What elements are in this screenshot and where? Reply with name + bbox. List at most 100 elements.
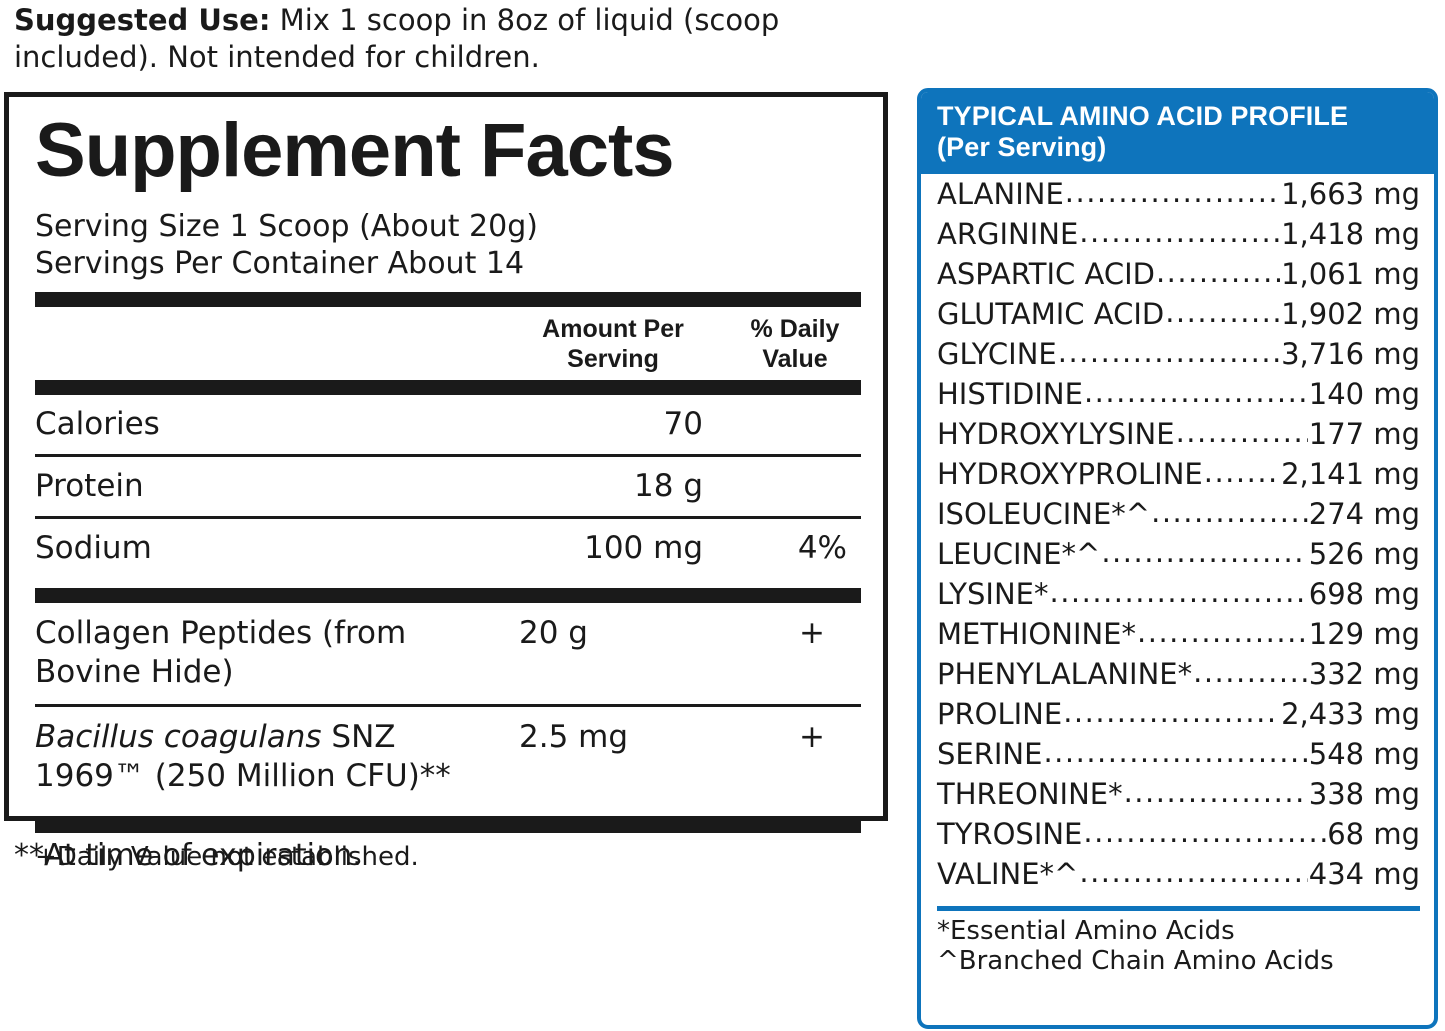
footnote-bcaa: ^Branched Chain Amino Acids xyxy=(937,945,1334,976)
suggested-use-body: Mix 1 scoop in 8oz of liquid (scoop incl… xyxy=(14,3,780,75)
list-item: LEUCINE*^...............................… xyxy=(937,536,1420,580)
leader-dots: ........................................… xyxy=(1175,417,1308,447)
amino-acid-value: 129 mg xyxy=(1308,616,1420,651)
amino-acid-name: HYDROXYLYSINE xyxy=(937,416,1175,451)
amino-acid-name: THREONINE* xyxy=(937,776,1123,811)
leader-dots: ........................................… xyxy=(1064,177,1280,207)
supplement-facts-panel: Supplement Facts Serving Size 1 Scoop (A… xyxy=(4,92,888,872)
divider-thick-header xyxy=(35,380,861,396)
column-header-daily-value: % Daily Value xyxy=(750,315,840,373)
amino-acid-name: METHIONINE* xyxy=(937,616,1137,651)
amino-acid-name: HISTIDINE xyxy=(937,376,1083,411)
leader-dots: ........................................… xyxy=(1155,257,1280,287)
amino-acid-name: ASPARTIC ACID xyxy=(937,256,1155,291)
ingredient-name: Bacillus coagulans SNZ 1969™ (250 Millio… xyxy=(35,718,519,796)
leader-dots: ........................................… xyxy=(1137,617,1308,647)
amino-acid-profile-panel: TYPICAL AMINO ACID PROFILE (Per Serving)… xyxy=(917,88,1438,1029)
table-header-row: Amount Per Serving % Daily Value xyxy=(35,307,861,380)
leader-dots: ........................................… xyxy=(1151,497,1308,527)
list-item: HYDROXYPROLINE..........................… xyxy=(937,456,1420,500)
amino-acid-name: GLYCINE xyxy=(937,336,1057,371)
amino-acid-value: 2,141 mg xyxy=(1281,456,1420,491)
divider-thin xyxy=(35,704,861,708)
leader-dots: ........................................… xyxy=(1079,857,1307,887)
list-item: TYROSINE................................… xyxy=(937,816,1420,860)
list-item: VALINE*^................................… xyxy=(937,856,1420,900)
amino-acid-header-line1: TYPICAL AMINO ACID PROFILE xyxy=(937,101,1349,131)
list-item: HYDROXYLYSINE...........................… xyxy=(937,416,1420,460)
ingredient-name-rest: SNZ 1969™ (250 Million CFU)** xyxy=(35,719,451,795)
amino-acid-name: PROLINE xyxy=(937,696,1063,731)
amino-acid-value: 3,716 mg xyxy=(1281,336,1420,371)
list-item: THREONINE*..............................… xyxy=(937,776,1420,820)
amino-acid-value: 1,061 mg xyxy=(1281,256,1420,291)
amino-acid-value: 1,902 mg xyxy=(1281,296,1420,331)
amino-acid-name: ARGININE xyxy=(937,216,1079,251)
leader-dots: ........................................… xyxy=(1165,297,1280,327)
amino-acid-value: 177 mg xyxy=(1308,416,1420,451)
leader-dots: ........................................… xyxy=(1079,217,1280,247)
amino-acid-value: 526 mg xyxy=(1308,536,1420,571)
divider-thick-bottom xyxy=(35,818,861,834)
ingredient-name-italic: Bacillus coagulans xyxy=(35,719,322,756)
amino-acid-value: 338 mg xyxy=(1308,776,1420,811)
daily-value-note: +Daily Value not established. xyxy=(35,842,419,873)
table-row: Bacillus coagulans SNZ 1969™ (250 Millio… xyxy=(35,707,861,808)
amino-acid-footnote-divider xyxy=(937,905,1420,911)
leader-dots: ........................................… xyxy=(1101,537,1307,567)
leader-dots: ........................................… xyxy=(1123,777,1308,807)
amino-acid-panel-header: TYPICAL AMINO ACID PROFILE (Per Serving) xyxy=(921,92,1434,174)
amino-acid-name: LYSINE* xyxy=(937,576,1049,611)
list-item: ISOLEUCINE*^............................… xyxy=(937,496,1420,540)
amino-acid-name: LEUCINE*^ xyxy=(937,536,1101,571)
amino-acid-name: ALANINE xyxy=(937,176,1064,211)
list-item: ALANINE.................................… xyxy=(937,176,1420,220)
footnote-essential: *Essential Amino Acids xyxy=(937,915,1235,946)
amino-acid-header-line2: (Per Serving) xyxy=(937,132,1107,163)
suggested-use-text: Suggested Use: Mix 1 scoop in 8oz of liq… xyxy=(14,2,894,76)
divider-thick-top xyxy=(35,292,861,308)
list-item: PROLINE.................................… xyxy=(937,696,1420,740)
ingredient-amount: 20 g xyxy=(519,615,588,652)
nutrient-name: Calories xyxy=(35,406,160,443)
amino-acid-value: 434 mg xyxy=(1308,856,1420,891)
nutrient-amount: 18 g xyxy=(634,468,703,505)
serving-size: Serving Size 1 Scoop (About 20g) xyxy=(35,209,538,244)
amino-acid-name: PHENYLALANINE* xyxy=(937,656,1193,691)
amino-acid-value: 140 mg xyxy=(1308,376,1420,411)
ingredient-dv: + xyxy=(799,719,825,756)
amino-acid-value: 2,433 mg xyxy=(1281,696,1420,731)
leader-dots: ........................................… xyxy=(1083,817,1326,847)
table-row: Collagen Peptides (from Bovine Hide) 20 … xyxy=(35,603,861,704)
amino-acid-value: 698 mg xyxy=(1308,576,1420,611)
nutrient-amount: 70 xyxy=(663,406,703,443)
leader-dots: ........................................… xyxy=(1193,657,1308,687)
nutrient-name: Sodium xyxy=(35,530,152,567)
column-header-amount: Amount Per Serving xyxy=(542,315,684,373)
supplement-facts-title: Supplement Facts xyxy=(35,108,675,193)
leader-dots: ........................................… xyxy=(1083,377,1308,407)
amino-acid-value: 1,663 mg xyxy=(1281,176,1420,211)
amino-acid-name: TYROSINE xyxy=(937,816,1083,851)
ingredient-name: Collagen Peptides (from Bovine Hide) xyxy=(35,615,407,691)
suggested-use-label: Suggested Use: xyxy=(14,3,271,37)
servings-per-container: Servings Per Container About 14 xyxy=(35,245,525,281)
table-row: Calories 70 xyxy=(35,395,861,454)
nutrient-amount: 100 mg xyxy=(584,530,703,567)
amino-acid-value: 332 mg xyxy=(1308,656,1420,691)
divider-thin xyxy=(35,454,861,458)
amino-acid-name: GLUTAMIC ACID xyxy=(937,296,1165,331)
nutrient-name: Protein xyxy=(35,468,144,505)
ingredient-amount: 2.5 mg xyxy=(519,719,629,756)
leader-dots: ........................................… xyxy=(1063,697,1280,727)
list-item: GLYCINE.................................… xyxy=(937,336,1420,380)
leader-dots: ........................................… xyxy=(1203,457,1280,487)
amino-acid-footnotes: *Essential Amino Acids ^Branched Chain A… xyxy=(921,911,1434,976)
table-row: Protein 18 g xyxy=(35,457,861,516)
amino-acid-value: 274 mg xyxy=(1308,496,1420,531)
leader-dots: ........................................… xyxy=(1057,337,1280,367)
nutrient-dv: 4% xyxy=(797,530,847,567)
amino-acid-name: HYDROXYPROLINE xyxy=(937,456,1203,491)
list-item: GLUTAMIC ACID...........................… xyxy=(937,296,1420,340)
list-item: HISTIDINE...............................… xyxy=(937,376,1420,420)
